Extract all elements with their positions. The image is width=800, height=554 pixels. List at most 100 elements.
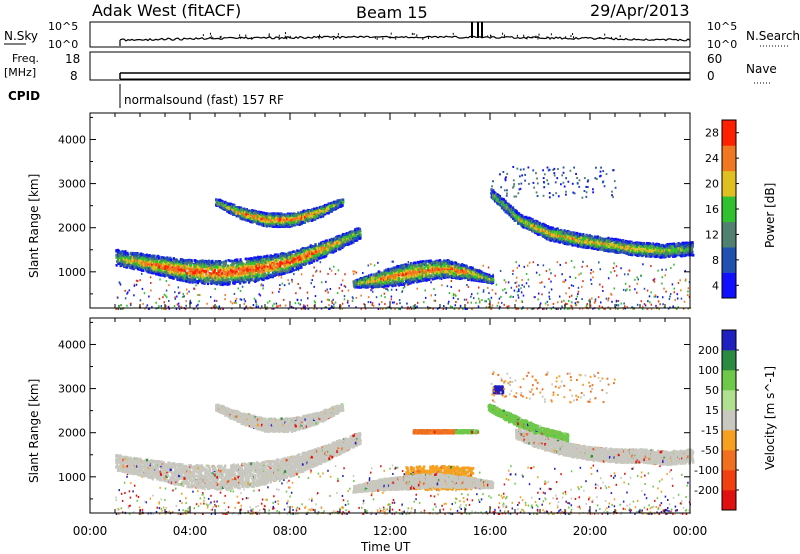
scatter-point [548,291,550,294]
data-cell [194,265,197,268]
scatter-point [140,272,143,275]
scatter-point [398,299,401,302]
scatter-point [294,302,297,305]
data-cell [246,218,249,222]
scatter-point [656,295,659,298]
scatter-point [655,304,657,307]
data-cell [269,275,272,278]
scatter-point [517,307,519,310]
scatter-point [239,269,241,272]
nsky-spike [523,34,525,37]
data-cell [195,270,198,274]
data-cell [197,278,201,281]
data-cell [128,256,131,259]
scatter-point [505,281,507,284]
data-cell [307,257,310,260]
scatter-point [556,261,559,264]
data-cell [225,281,229,284]
data-cell [257,258,260,261]
data-cell [268,215,271,219]
scatter-point [168,299,170,302]
data-cell [201,259,204,262]
data-cell [265,267,269,271]
data-cell [212,281,215,285]
scatter-point [320,307,323,310]
data-cell [247,277,250,281]
scatter-point [488,303,491,306]
data-cell [220,261,223,264]
data-cell [192,263,196,267]
data-cell [246,269,249,272]
scatter-point [173,305,176,308]
data-cell [218,263,222,266]
data-cell [192,268,195,272]
scatter-point [561,305,563,308]
scatter-point [494,292,497,295]
scatter-point [563,280,566,283]
data-cell [203,278,207,282]
scatter-point [278,290,280,293]
scatter-point [515,299,517,302]
data-cell [194,261,197,265]
data-cell [301,257,304,260]
scatter-point [599,268,602,271]
scatter-point [399,302,401,305]
scatter-point [680,289,682,292]
scatter-point [371,303,373,306]
scatter-point [569,275,571,278]
data-cell [307,250,310,254]
data-cell [142,254,145,257]
scatter-point [158,305,160,308]
data-cell [246,278,249,282]
data-cell [321,250,325,254]
scatter-point [515,261,517,264]
data-cell [122,253,125,256]
scatter-point [542,307,544,310]
scatter-point [177,302,180,305]
scatter-point [377,261,379,264]
data-cell [283,272,287,275]
scatter-point [307,307,310,310]
nsky-spike [289,35,291,38]
scatter-point [126,304,128,307]
scatter-point [544,302,547,305]
nsky-spike [245,34,247,37]
scatter-point [683,300,686,303]
data-cell [325,239,328,242]
data-cell [150,271,153,275]
scatter-point [273,302,275,305]
data-cell [224,272,228,275]
data-cell [331,242,334,245]
data-cell [160,269,163,272]
data-cell [216,281,219,284]
data-cell [240,260,243,263]
cpid-label: CPID [8,89,40,103]
data-cell [162,274,165,277]
cpid-row: CPID normalsound (fast) 157 RF [8,84,284,108]
data-cell [350,232,353,236]
data-cell [334,236,337,240]
data-cell [135,261,138,265]
scatter-point [475,301,477,304]
data-cell [226,278,230,281]
data-cell [227,281,230,284]
scatter-point [174,291,176,294]
scatter-point [243,298,246,301]
data-cell [301,253,304,257]
data-cell [299,260,302,264]
scatter-point [233,292,236,295]
data-cell [328,250,331,254]
data-cell [241,264,244,267]
data-cell [215,266,219,269]
data-cell [140,253,143,257]
scatter-point [237,287,239,290]
data-cell [289,258,292,262]
scatter-point [234,299,237,302]
scatter-point [119,283,122,286]
scatter-point [380,294,383,297]
data-cell [157,257,160,260]
scatter-point [598,305,601,308]
data-cell [293,265,296,268]
scatter-point [406,307,409,310]
data-cell [259,276,262,280]
